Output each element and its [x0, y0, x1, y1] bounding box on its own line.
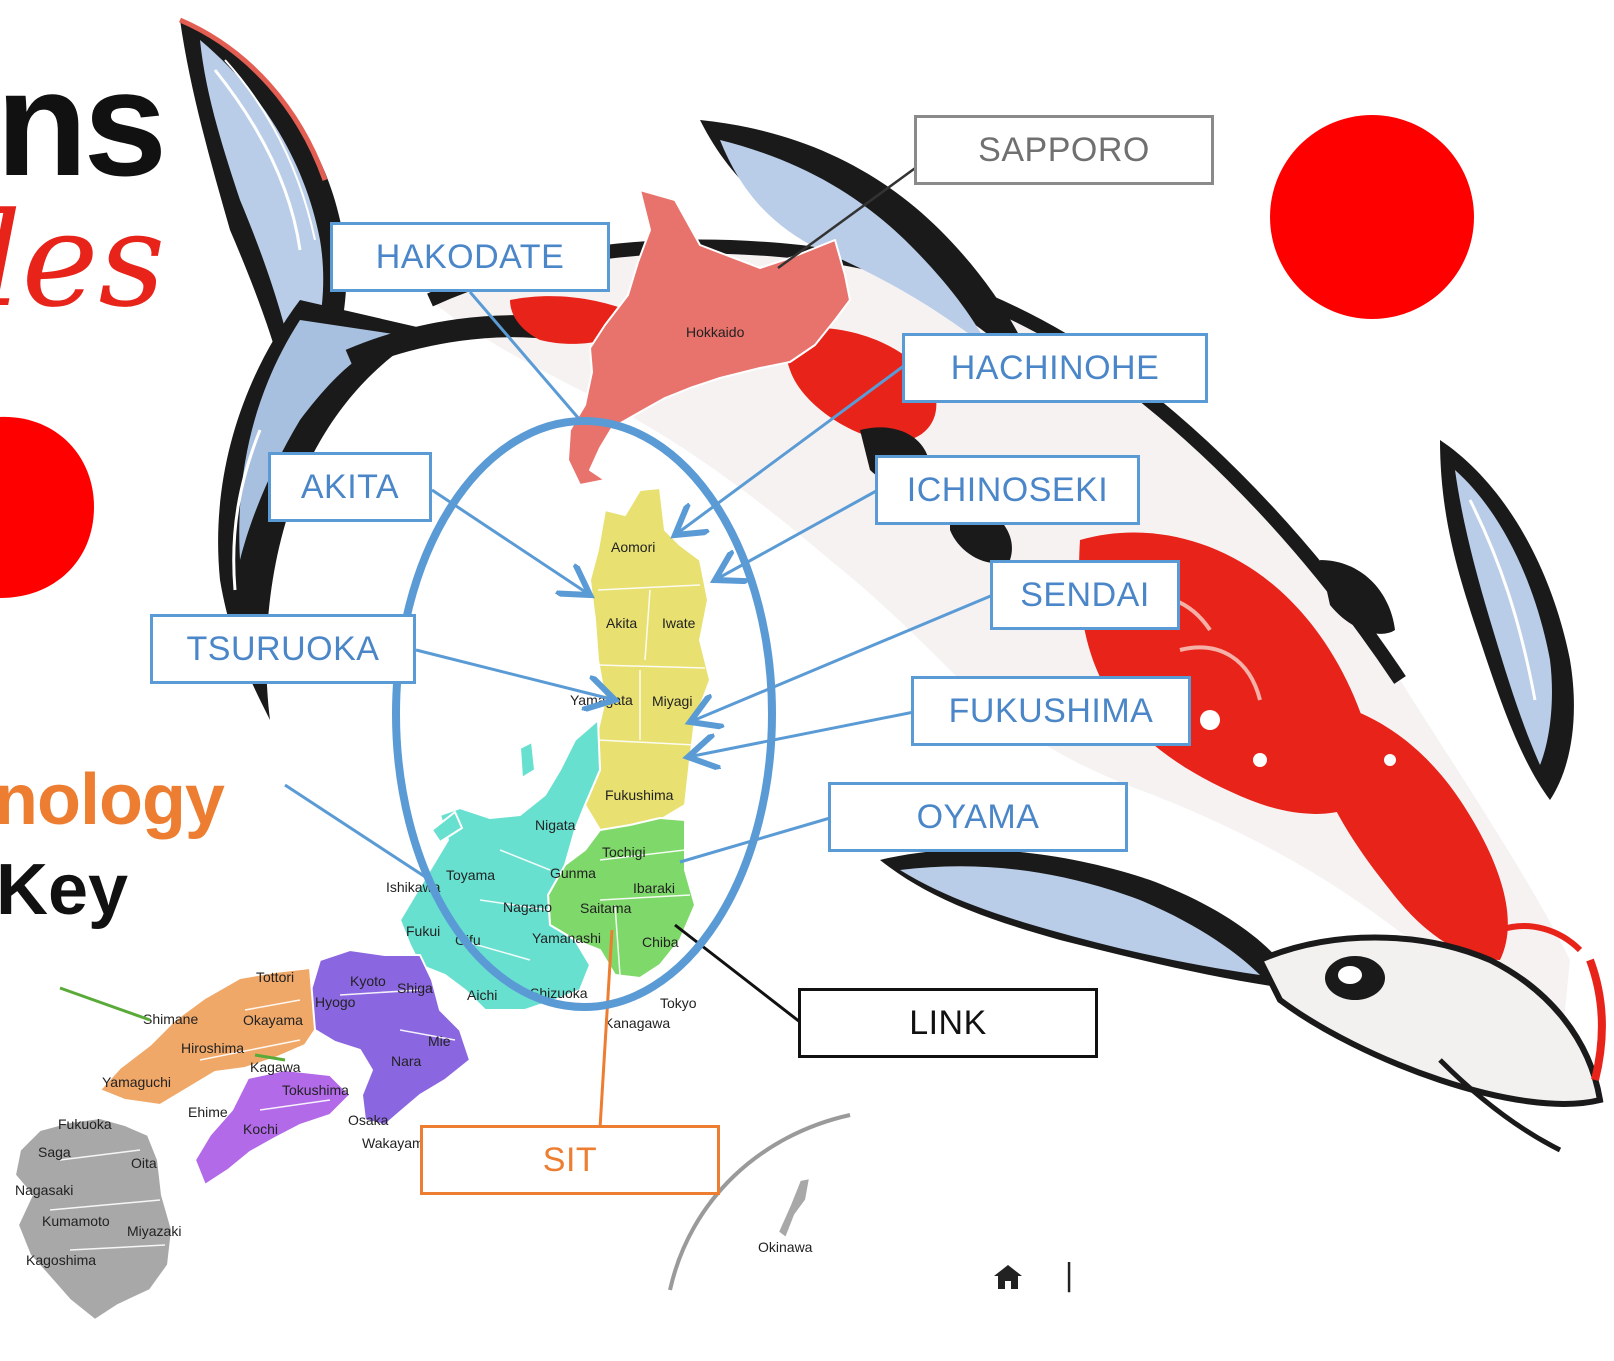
- connector-tsuruoka: [415, 648, 615, 700]
- callout-akita: AKITA: [268, 452, 432, 522]
- prefecture-label-yamagata: Yamagata: [570, 692, 633, 708]
- title-fragment-2: les: [0, 184, 166, 336]
- region-okinawa: [777, 1177, 811, 1239]
- prefecture-label-miyagi: Miyagi: [652, 693, 692, 709]
- red-dot-right: [1270, 115, 1474, 319]
- region-shikoku: [194, 1069, 351, 1186]
- region-chubu: [399, 719, 601, 1011]
- prefecture-label-osaka: Osaka: [348, 1112, 389, 1128]
- connector-akita: [431, 488, 590, 595]
- prefecture-label-tokushima: Tokushima: [282, 1082, 349, 1098]
- region-chugoku: [99, 967, 316, 1106]
- prefecture-label-shiga: Shiga: [397, 980, 433, 996]
- prefecture-label-saitama: Saitama: [580, 900, 632, 916]
- connector-sit: [598, 929, 614, 1129]
- callout-link: LINK: [798, 988, 1098, 1058]
- red-dot-left: [0, 416, 94, 598]
- callout-hakodate: HAKODATE: [330, 222, 610, 292]
- prefecture-label-nagano: Nagano: [503, 899, 552, 915]
- callout-ichinoseki: ICHINOSEKI: [875, 455, 1140, 525]
- prefecture-label-tochigi: Tochigi: [602, 844, 646, 860]
- prefecture-label-miyazaki: Miyazaki: [127, 1223, 181, 1239]
- prefecture-label-hyogo: Hyogo: [315, 994, 356, 1010]
- prefecture-label-kumamoto: Kumamoto: [42, 1213, 110, 1229]
- connector-left: [284, 783, 431, 882]
- title-fragment-3: nology: [0, 760, 225, 840]
- prefecture-label-gunma: Gunma: [550, 865, 596, 881]
- prefecture-label-nigata: Nigata: [535, 817, 576, 833]
- prefecture-label-kyoto: Kyoto: [350, 973, 386, 989]
- prefecture-label-ibaraki: Ibaraki: [633, 880, 675, 896]
- prefecture-label-toyama: Toyama: [446, 867, 495, 883]
- prefecture-label-iwate: Iwate: [662, 615, 696, 631]
- callout-sapporo: SAPPORO: [914, 115, 1214, 185]
- prefecture-label-nagasaki: Nagasaki: [15, 1182, 73, 1198]
- region-hokkaido: [567, 189, 851, 486]
- callout-sendai: SENDAI: [990, 560, 1180, 630]
- prefecture-label-fukuoka: Fukuoka: [58, 1116, 112, 1132]
- prefecture-label-kanagawa: Kanagawa: [604, 1015, 670, 1031]
- nav-separator: |: [1064, 1258, 1075, 1293]
- prefecture-label-hiroshima: Hiroshima: [181, 1040, 244, 1056]
- prefecture-label-shimane: Shimane: [143, 1011, 198, 1027]
- prefecture-label-kagoshima: Kagoshima: [26, 1252, 96, 1268]
- connector-fukushima: [688, 710, 915, 757]
- callout-oyama: OYAMA: [828, 782, 1128, 852]
- region-kyushu: [14, 1117, 173, 1321]
- prefecture-label-kagawa: Kagawa: [250, 1059, 301, 1075]
- prefecture-label-yamaguchi: Yamaguchi: [102, 1074, 171, 1090]
- callout-fukushima: FUKUSHIMA: [911, 676, 1191, 746]
- prefecture-label-aomori: Aomori: [611, 539, 655, 555]
- prefecture-label-tottori: Tottori: [256, 969, 294, 985]
- prefecture-label-aichi: Aichi: [467, 987, 497, 1003]
- connector-sapporo: [777, 148, 941, 270]
- tohoku-highlight-ellipse: [392, 417, 776, 1011]
- prefecture-label-okayama: Okayama: [243, 1012, 303, 1028]
- home-icon[interactable]: [990, 1262, 1026, 1292]
- connector-link: [674, 923, 801, 1024]
- connector-green-1: [59, 986, 151, 1022]
- prefecture-labels: Hokkaido Aomori Akita Iwate Yamagata Miyagi Fu…: [15, 324, 813, 1268]
- prefecture-label-fukushima: Fukushima: [605, 787, 674, 803]
- connector-hakodate: [468, 291, 582, 421]
- callout-hachinohe: HACHINOHE: [902, 333, 1208, 403]
- okinawa-arc: [668, 1113, 851, 1291]
- prefecture-label-tokyo: Tokyo: [660, 995, 697, 1011]
- title-fragment-4: Key: [0, 850, 129, 930]
- callout-tsuruoka: TSURUOKA: [150, 614, 416, 684]
- prefecture-label-fukui: Fukui: [406, 923, 440, 939]
- prefecture-label-hokkaido: Hokkaido: [686, 324, 745, 340]
- prefecture-boundaries: [49, 584, 706, 1251]
- prefecture-label-yamanashi: Yamanashi: [532, 930, 601, 946]
- connector-green-2: [254, 1053, 286, 1062]
- prefecture-label-ehime: Ehime: [188, 1104, 228, 1120]
- prefecture-label-chiba: Chiba: [642, 934, 679, 950]
- prefecture-label-nara: Nara: [391, 1053, 422, 1069]
- prefecture-label-akita: Akita: [606, 615, 637, 631]
- title-fragment-1: ns: [0, 39, 167, 207]
- callout-connectors: [284, 291, 994, 882]
- prefecture-label-mie: Mie: [428, 1033, 451, 1049]
- prefecture-label-kochi: Kochi: [243, 1121, 278, 1137]
- callout-sit: SIT: [420, 1125, 720, 1195]
- connector-sendai: [690, 593, 994, 722]
- prefecture-label-wakayama: Wakayama: [362, 1135, 432, 1151]
- prefecture-label-saga: Saga: [38, 1144, 71, 1160]
- koi-body: [430, 246, 1570, 1060]
- prefecture-label-oita: Oita: [131, 1155, 157, 1171]
- prefecture-label-okinawa: Okinawa: [758, 1239, 813, 1255]
